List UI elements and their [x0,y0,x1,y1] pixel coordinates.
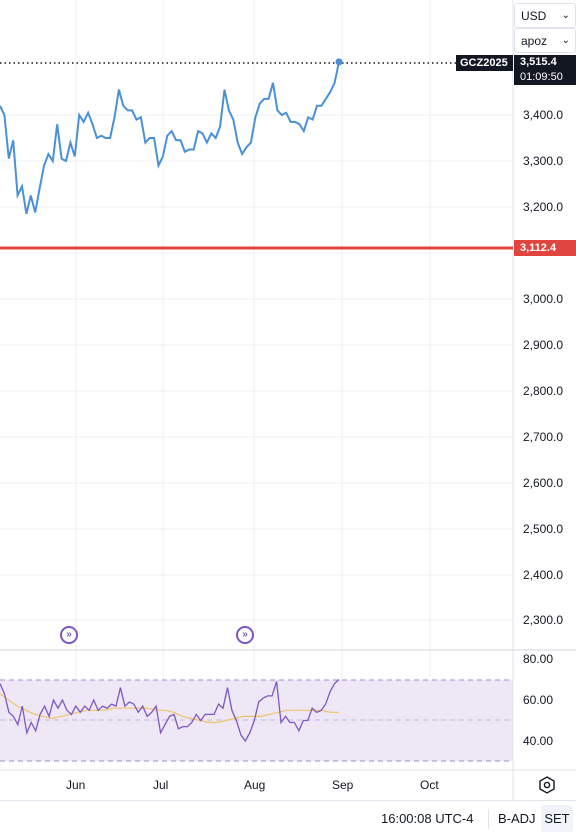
session-toggle[interactable]: SET [541,805,573,832]
chevron-down-icon: ⌄ [561,35,570,46]
chart-grid [0,0,513,765]
price-line[interactable] [0,61,340,215]
session-toggle-label: SET [544,811,570,826]
price-axis-tick: 2,600.0 [523,476,563,490]
time-axis-label: Sep [332,778,354,792]
price-axis-tick: 2,700.0 [523,430,563,444]
price-axis-tick: 3,300.0 [523,154,563,168]
rsi-axis-tick: 60.00 [523,693,553,707]
rsi-ma-line [0,693,339,724]
rsi-line [0,679,340,743]
rsi-axis-tick: 40.00 [523,734,553,748]
bottom-toolbar: 16:00:08 UTC-4 B-ADJ SET [0,800,576,836]
price-axis-tick: 2,900.0 [523,338,563,352]
currency-dropdown-value: USD [521,8,547,23]
clock-timezone[interactable]: 16:00:08 UTC-4 [381,811,474,826]
last-price-value: 3,515.4 [520,56,557,68]
price-axis-tick: 3,400.0 [523,108,563,122]
event-arrow-icon[interactable]: » [60,626,78,644]
price-axis-tick: 3,000.0 [523,292,563,306]
price-axis: 3,400.0 3,300.0 3,200.0 3,000.0 2,900.0 … [523,108,563,627]
time-axis-label: Jul [153,778,168,792]
price-axis-tick: 2,400.0 [523,568,563,582]
back-adjust-toggle[interactable]: B-ADJ [498,811,536,826]
mode-dropdown-value: apoz [521,33,548,48]
currency-dropdown[interactable]: USD ⌄ [514,3,576,28]
price-axis-tick: 2,800.0 [523,384,563,398]
rsi-axis-tick: 80.00 [523,652,553,666]
divider [488,809,489,829]
price-axis-tick: 2,500.0 [523,522,563,536]
last-price-point [335,58,343,66]
chart-area[interactable]: 3,400.0 3,300.0 3,200.0 3,000.0 2,900.0 … [0,0,576,800]
reference-price-label: 3,112.4 [514,240,576,256]
time-axis: Jun Jul Aug Sep Oct [66,778,439,792]
price-axis-tick: 2,300.0 [523,613,563,627]
price-axis-tick: 3,200.0 [523,200,563,214]
last-price-label: 3,515.4 01:09:50 [514,55,576,85]
event-arrow-icon[interactable]: » [236,626,254,644]
countdown-timer: 01:09:50 [520,71,563,83]
time-axis-label: Jun [66,778,85,792]
chevron-down-icon: ⌄ [561,10,570,21]
mode-dropdown[interactable]: apoz ⌄ [514,28,576,53]
settings-gear-icon[interactable] [538,776,556,794]
time-axis-label: Aug [244,778,265,792]
symbol-tag: GCZ2025 [456,55,513,71]
time-axis-label: Oct [420,778,439,792]
rsi-axis: 80.00 60.00 40.00 [523,652,553,748]
